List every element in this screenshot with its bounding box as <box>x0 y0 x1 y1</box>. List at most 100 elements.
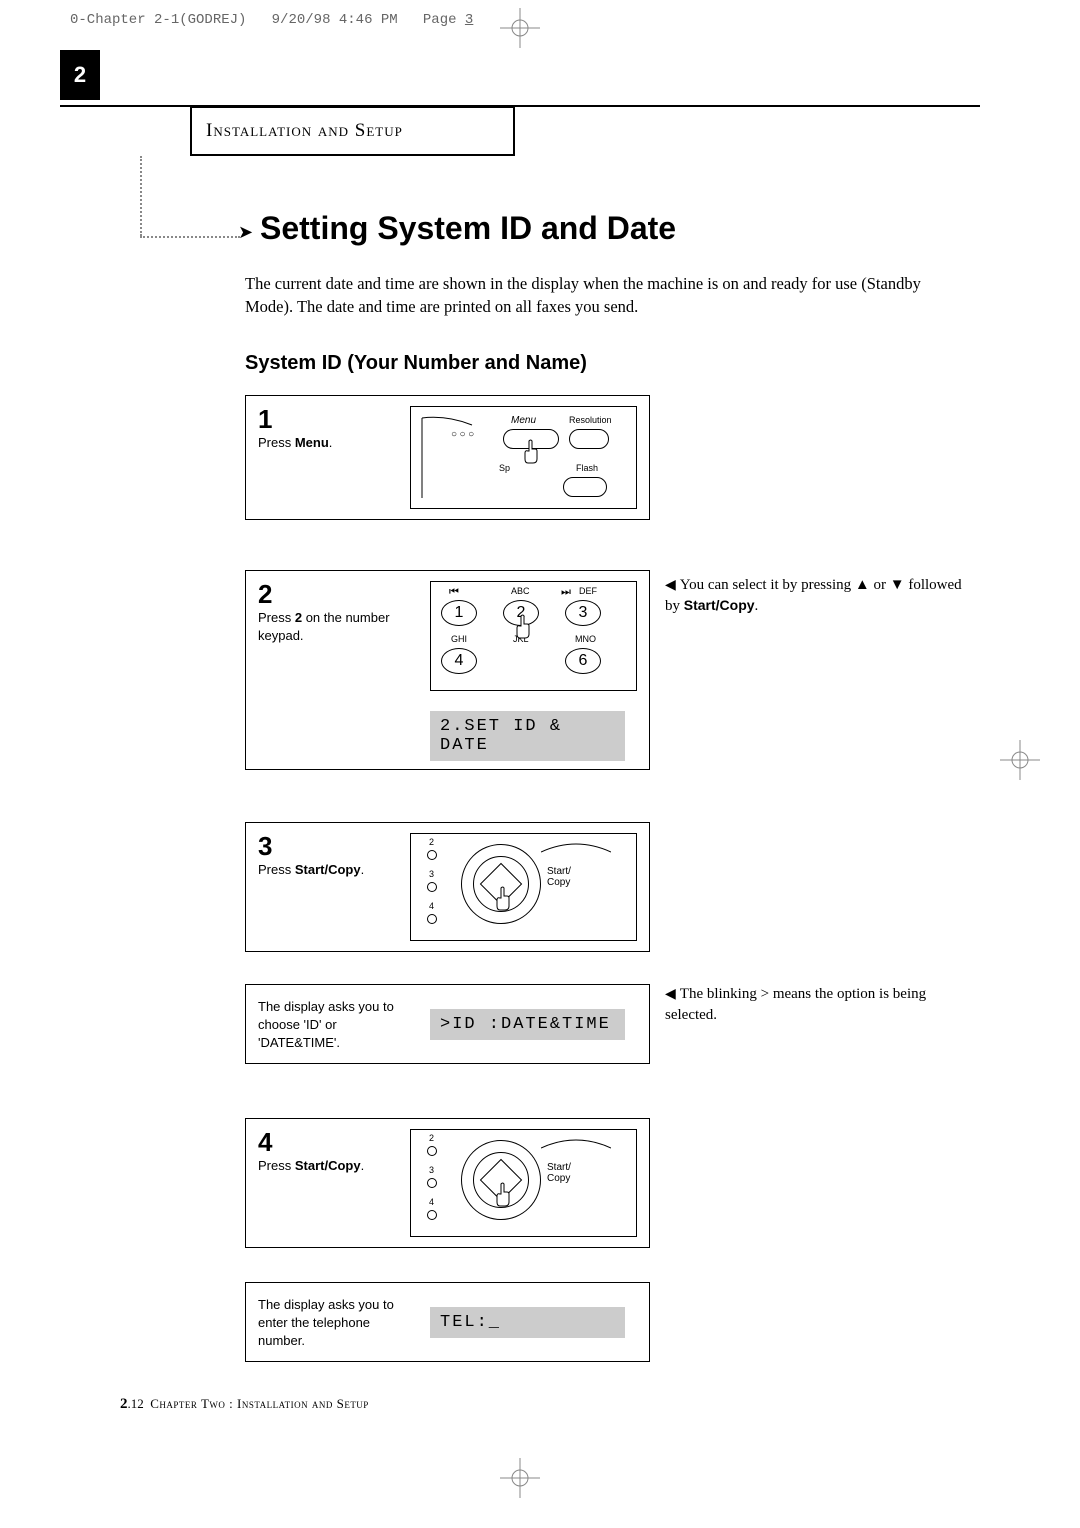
keypad-6: 6 <box>565 648 601 674</box>
section-title: Installation and Setup <box>206 120 403 142</box>
led-2-label: 2 <box>429 1133 434 1143</box>
led-2-label: 2 <box>429 837 434 847</box>
resolution-button-graphic <box>569 429 609 449</box>
pointer-hand-icon <box>493 886 513 912</box>
step-3-sidebar: ◀The blinking > means the option is bein… <box>665 984 965 1026</box>
curve-icon <box>541 1130 611 1150</box>
step-2-lcd: 2.SET ID & DATE <box>430 711 625 761</box>
title-arrow-icon: ➤ <box>238 222 253 243</box>
chapter-number: 2 <box>74 62 86 88</box>
pointer-hand-icon <box>493 1182 513 1208</box>
step-3-lcd: >ID :DATE&TIME <box>430 1009 625 1040</box>
step-4-text: Press Start/Copy. <box>258 1155 398 1175</box>
subheading: System ID (Your Number and Name) <box>245 352 587 375</box>
step-2-box: 2 Press 2 on the number keypad. ⏮ ABC ⏭ … <box>245 570 650 770</box>
printmark-file: 0-Chapter 2-1(GODREJ) <box>70 12 246 28</box>
page-footer: 2.12 Chapter Two : Installation and Setu… <box>120 1396 369 1413</box>
step-4-lcd: TEL:_ <box>430 1307 625 1338</box>
dotted-leader-vertical <box>140 156 142 236</box>
step-4-text-post: . <box>361 1158 365 1173</box>
step-2-side-post: . <box>755 598 759 614</box>
led-4-icon <box>427 914 437 924</box>
led-3-icon <box>427 882 437 892</box>
step-3-sub-text: The display asks you to choose 'ID' or '… <box>258 996 418 1053</box>
footer-page-minor: .12 <box>128 1396 144 1411</box>
led-4-label: 4 <box>429 901 434 911</box>
start-copy-label: Start/ Copy <box>547 1162 571 1184</box>
step-3-number: 3 <box>258 833 398 859</box>
chapter-tab: 2 <box>60 50 100 100</box>
step-2-sidebar: ◀You can select it by pressing ▲ or ▼ fo… <box>665 575 965 617</box>
section-title-box: Installation and Setup <box>190 106 515 156</box>
flash-button-graphic <box>563 477 607 497</box>
forward-icon: ⏭ <box>561 586 571 599</box>
led-dots-icon: ○ ○ ○ <box>451 429 474 440</box>
step-2-text-pre: Press <box>258 610 295 625</box>
step-2-text: Press 2 on the number keypad. <box>258 607 398 645</box>
menu-label: Menu <box>511 415 536 426</box>
sp-label: Sp <box>499 463 510 473</box>
led-3-icon <box>427 1178 437 1188</box>
step-1-text-pre: Press <box>258 435 295 450</box>
mno-label: MNO <box>575 634 596 644</box>
abc-label: ABC <box>511 586 530 596</box>
led-4-label: 4 <box>429 1197 434 1207</box>
step-4-text-pre: Press <box>258 1158 295 1173</box>
rewind-icon: ⏮ <box>449 586 459 599</box>
led-2-icon <box>427 850 437 860</box>
step-4-graphic: 2 3 4 Start/ Copy <box>410 1129 637 1237</box>
led-2-icon <box>427 1146 437 1156</box>
step-1-text: Press Menu. <box>258 432 398 452</box>
keypad-3: 3 <box>565 600 601 626</box>
step-4-substep: The display asks you to enter the teleph… <box>245 1282 650 1362</box>
step-1-graphic: ○ ○ ○ Menu Resolution Sp Flash <box>410 406 637 509</box>
printmark-page-label: Page <box>423 12 457 28</box>
resolution-label: Resolution <box>569 415 612 425</box>
pointer-hand-icon <box>521 439 541 465</box>
keypad-1: 1 <box>441 600 477 626</box>
keypad-4: 4 <box>441 648 477 674</box>
step-1-box: 1 Press Menu. ○ ○ ○ Menu Resolution Sp F… <box>245 395 650 520</box>
step-3-text-pre: Press <box>258 862 295 877</box>
def-label: DEF <box>579 586 597 596</box>
panel-outline-icon <box>417 413 477 503</box>
footer-chapter-text: Chapter Two : Installation and Setup <box>150 1396 369 1411</box>
intro-paragraph: The current date and time are shown in t… <box>245 272 970 318</box>
step-4-box: 4 Press Start/Copy. 2 3 4 Start/ Copy <box>245 1118 650 1248</box>
step-3-side-text: The blinking > means the option is being… <box>665 986 926 1023</box>
step-1-number: 1 <box>258 406 398 432</box>
main-title: Setting System ID and Date <box>260 210 676 247</box>
step-3-text-bold: Start/Copy <box>295 862 361 877</box>
curve-icon <box>541 834 611 854</box>
registration-mark-bottom <box>500 1458 540 1498</box>
printmark-header: 0-Chapter 2-1(GODREJ) 9/20/98 4:46 PM Pa… <box>70 12 473 28</box>
pointer-hand-icon <box>513 614 533 640</box>
step-4-number: 4 <box>258 1129 398 1155</box>
step-2-number: 2 <box>258 581 418 607</box>
step-3-box: 3 Press Start/Copy. 2 3 4 Start/ Copy <box>245 822 650 952</box>
ghi-label: GHI <box>451 634 467 644</box>
led-3-label: 3 <box>429 1165 434 1175</box>
printmark-datetime: 9/20/98 4:46 PM <box>272 12 398 28</box>
printmark-page-num: 3 <box>465 12 473 28</box>
registration-mark-right <box>1000 740 1040 780</box>
led-4-icon <box>427 1210 437 1220</box>
step-4-sub-text: The display asks you to enter the teleph… <box>258 1294 418 1351</box>
footer-page-major: 2 <box>120 1396 128 1412</box>
step-1-text-bold: Menu <box>295 435 329 450</box>
step-2-graphic: ⏮ ABC ⏭ DEF 1 2 3 GHI JKL MNO 4 6 <box>430 581 637 691</box>
step-2-text-bold: 2 <box>295 610 302 625</box>
start-copy-label: Start/ Copy <box>547 866 571 888</box>
step-4-text-bold: Start/Copy <box>295 1158 361 1173</box>
step-3-text: Press Start/Copy. <box>258 859 398 879</box>
step-1-text-post: . <box>329 435 333 450</box>
registration-mark-top <box>500 8 540 48</box>
sidebar-arrow-icon: ◀ <box>665 578 676 593</box>
step-3-text-post: . <box>361 862 365 877</box>
dotted-leader-horizontal <box>140 236 240 238</box>
step-3-graphic: 2 3 4 Start/ Copy <box>410 833 637 941</box>
flash-label: Flash <box>576 463 598 473</box>
step-2-side-bold: Start/Copy <box>684 597 755 613</box>
step-3-substep: The display asks you to choose 'ID' or '… <box>245 984 650 1064</box>
led-3-label: 3 <box>429 869 434 879</box>
